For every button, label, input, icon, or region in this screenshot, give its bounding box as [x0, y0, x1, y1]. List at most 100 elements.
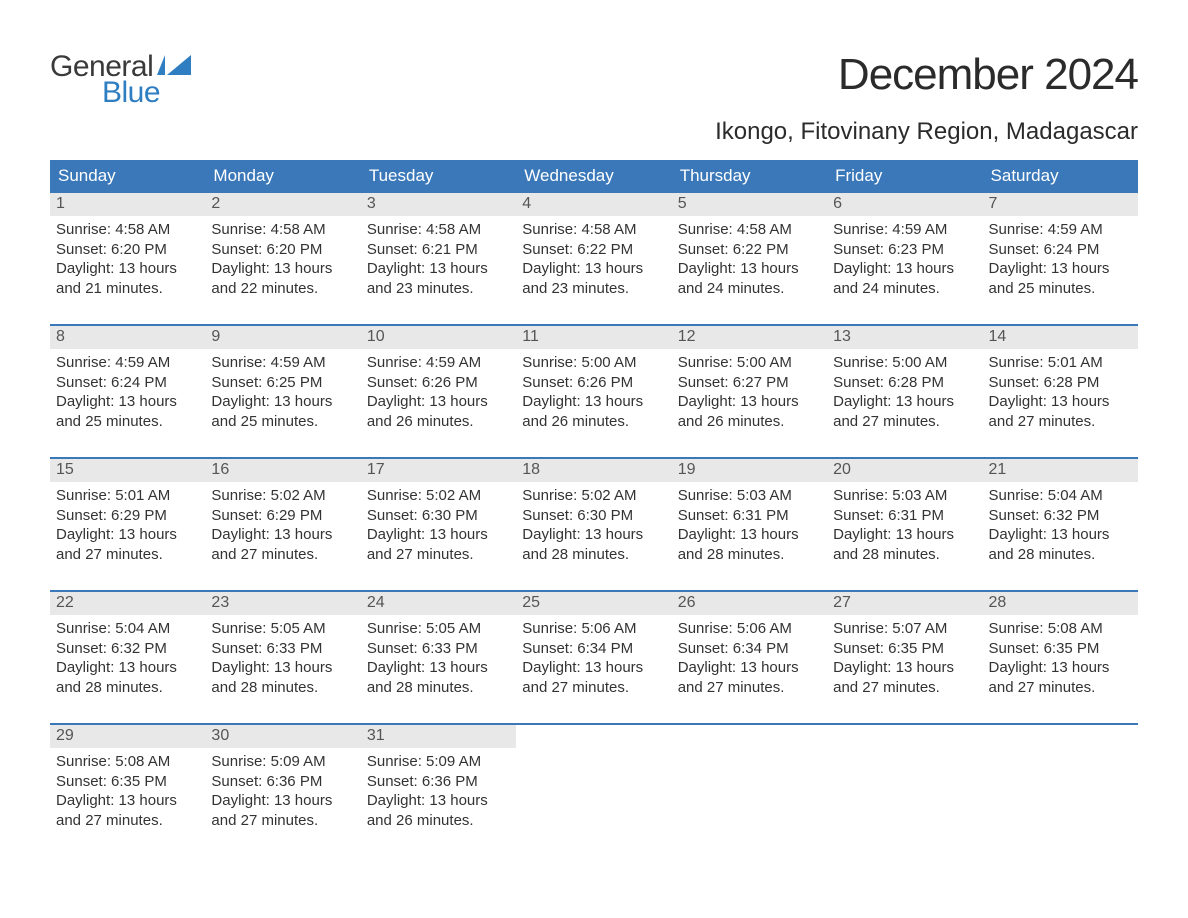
sunset-line: Sunset: 6:31 PM [678, 506, 821, 526]
sunset-line: Sunset: 6:33 PM [367, 639, 510, 659]
day-cell: 20Sunrise: 5:03 AMSunset: 6:31 PMDayligh… [827, 459, 982, 566]
calendar-week: 29Sunrise: 5:08 AMSunset: 6:35 PMDayligh… [50, 723, 1138, 832]
day-cell: 31Sunrise: 5:09 AMSunset: 6:36 PMDayligh… [361, 725, 516, 832]
day-cell: 28Sunrise: 5:08 AMSunset: 6:35 PMDayligh… [983, 592, 1138, 699]
day-cell: 12Sunrise: 5:00 AMSunset: 6:27 PMDayligh… [672, 326, 827, 433]
sunset-line: Sunset: 6:20 PM [56, 240, 199, 260]
sunrise-line: Sunrise: 4:58 AM [56, 220, 199, 240]
day-number: 2 [205, 193, 360, 216]
day-number: 28 [983, 592, 1138, 615]
day-number: 22 [50, 592, 205, 615]
sunset-line: Sunset: 6:26 PM [522, 373, 665, 393]
daylight-line-1: Daylight: 13 hours [989, 259, 1132, 279]
daylight-line-2: and 27 minutes. [56, 811, 199, 831]
sunset-line: Sunset: 6:30 PM [367, 506, 510, 526]
daylight-line-1: Daylight: 13 hours [56, 259, 199, 279]
day-number: 6 [827, 193, 982, 216]
daylight-line-2: and 28 minutes. [833, 545, 976, 565]
sunrise-line: Sunrise: 5:06 AM [522, 619, 665, 639]
daylight-line-1: Daylight: 13 hours [211, 658, 354, 678]
daylight-line-1: Daylight: 13 hours [833, 525, 976, 545]
daylight-line-1: Daylight: 13 hours [989, 525, 1132, 545]
day-number: 13 [827, 326, 982, 349]
daylight-line-2: and 25 minutes. [211, 412, 354, 432]
day-body: Sunrise: 5:08 AMSunset: 6:35 PMDaylight:… [50, 748, 205, 832]
daylight-line-2: and 23 minutes. [367, 279, 510, 299]
sunrise-line: Sunrise: 4:59 AM [833, 220, 976, 240]
sunrise-line: Sunrise: 4:59 AM [989, 220, 1132, 240]
daylight-line-2: and 28 minutes. [56, 678, 199, 698]
daylight-line-1: Daylight: 13 hours [367, 791, 510, 811]
day-cell: 2Sunrise: 4:58 AMSunset: 6:20 PMDaylight… [205, 193, 360, 300]
day-body: Sunrise: 5:00 AMSunset: 6:28 PMDaylight:… [827, 349, 982, 433]
day-cell [516, 725, 671, 832]
daylight-line-2: and 24 minutes. [678, 279, 821, 299]
sunset-line: Sunset: 6:35 PM [833, 639, 976, 659]
sunrise-line: Sunrise: 5:00 AM [522, 353, 665, 373]
sunrise-line: Sunrise: 5:02 AM [211, 486, 354, 506]
sunrise-line: Sunrise: 5:02 AM [522, 486, 665, 506]
daylight-line-1: Daylight: 13 hours [56, 791, 199, 811]
day-body: Sunrise: 5:01 AMSunset: 6:29 PMDaylight:… [50, 482, 205, 566]
sunset-line: Sunset: 6:34 PM [522, 639, 665, 659]
calendar-week: 8Sunrise: 4:59 AMSunset: 6:24 PMDaylight… [50, 324, 1138, 433]
day-body: Sunrise: 5:05 AMSunset: 6:33 PMDaylight:… [361, 615, 516, 699]
day-cell: 30Sunrise: 5:09 AMSunset: 6:36 PMDayligh… [205, 725, 360, 832]
sunrise-line: Sunrise: 5:07 AM [833, 619, 976, 639]
sunset-line: Sunset: 6:28 PM [833, 373, 976, 393]
day-number: 3 [361, 193, 516, 216]
day-body: Sunrise: 5:04 AMSunset: 6:32 PMDaylight:… [983, 482, 1138, 566]
day-body: Sunrise: 4:59 AMSunset: 6:23 PMDaylight:… [827, 216, 982, 300]
day-number: 23 [205, 592, 360, 615]
day-cell: 14Sunrise: 5:01 AMSunset: 6:28 PMDayligh… [983, 326, 1138, 433]
sunset-line: Sunset: 6:22 PM [678, 240, 821, 260]
day-cell: 13Sunrise: 5:00 AMSunset: 6:28 PMDayligh… [827, 326, 982, 433]
daylight-line-1: Daylight: 13 hours [678, 259, 821, 279]
dow-tuesday: Tuesday [361, 160, 516, 193]
day-cell [672, 725, 827, 832]
sunset-line: Sunset: 6:22 PM [522, 240, 665, 260]
sunrise-line: Sunrise: 5:05 AM [211, 619, 354, 639]
day-cell: 7Sunrise: 4:59 AMSunset: 6:24 PMDaylight… [983, 193, 1138, 300]
dow-monday: Monday [205, 160, 360, 193]
day-body: Sunrise: 4:58 AMSunset: 6:20 PMDaylight:… [50, 216, 205, 300]
day-number: 15 [50, 459, 205, 482]
day-cell: 3Sunrise: 4:58 AMSunset: 6:21 PMDaylight… [361, 193, 516, 300]
dow-header-row: Sunday Monday Tuesday Wednesday Thursday… [50, 160, 1138, 193]
sunrise-line: Sunrise: 5:08 AM [989, 619, 1132, 639]
sunset-line: Sunset: 6:32 PM [989, 506, 1132, 526]
sunrise-line: Sunrise: 4:58 AM [211, 220, 354, 240]
daylight-line-2: and 27 minutes. [833, 678, 976, 698]
day-number: 26 [672, 592, 827, 615]
day-number: 29 [50, 725, 205, 748]
title-block: December 2024 Ikongo, Fitovinany Region,… [715, 50, 1138, 146]
day-body: Sunrise: 5:05 AMSunset: 6:33 PMDaylight:… [205, 615, 360, 699]
calendar: Sunday Monday Tuesday Wednesday Thursday… [50, 160, 1138, 832]
daylight-line-1: Daylight: 13 hours [56, 392, 199, 412]
day-cell: 10Sunrise: 4:59 AMSunset: 6:26 PMDayligh… [361, 326, 516, 433]
daylight-line-2: and 28 minutes. [522, 545, 665, 565]
daylight-line-2: and 28 minutes. [211, 678, 354, 698]
sunset-line: Sunset: 6:34 PM [678, 639, 821, 659]
dow-wednesday: Wednesday [516, 160, 671, 193]
sunset-line: Sunset: 6:24 PM [56, 373, 199, 393]
sunset-line: Sunset: 6:35 PM [56, 772, 199, 792]
dow-sunday: Sunday [50, 160, 205, 193]
sunrise-line: Sunrise: 5:05 AM [367, 619, 510, 639]
dow-friday: Friday [827, 160, 982, 193]
day-cell: 9Sunrise: 4:59 AMSunset: 6:25 PMDaylight… [205, 326, 360, 433]
daylight-line-2: and 23 minutes. [522, 279, 665, 299]
day-body: Sunrise: 4:58 AMSunset: 6:20 PMDaylight:… [205, 216, 360, 300]
day-number: 20 [827, 459, 982, 482]
day-number: 9 [205, 326, 360, 349]
day-number: 17 [361, 459, 516, 482]
sunset-line: Sunset: 6:33 PM [211, 639, 354, 659]
day-cell: 22Sunrise: 5:04 AMSunset: 6:32 PMDayligh… [50, 592, 205, 699]
day-body: Sunrise: 5:03 AMSunset: 6:31 PMDaylight:… [827, 482, 982, 566]
day-cell: 19Sunrise: 5:03 AMSunset: 6:31 PMDayligh… [672, 459, 827, 566]
day-body: Sunrise: 5:08 AMSunset: 6:35 PMDaylight:… [983, 615, 1138, 699]
day-number: 19 [672, 459, 827, 482]
sunrise-line: Sunrise: 5:00 AM [678, 353, 821, 373]
sunrise-line: Sunrise: 4:58 AM [522, 220, 665, 240]
calendar-week: 22Sunrise: 5:04 AMSunset: 6:32 PMDayligh… [50, 590, 1138, 699]
